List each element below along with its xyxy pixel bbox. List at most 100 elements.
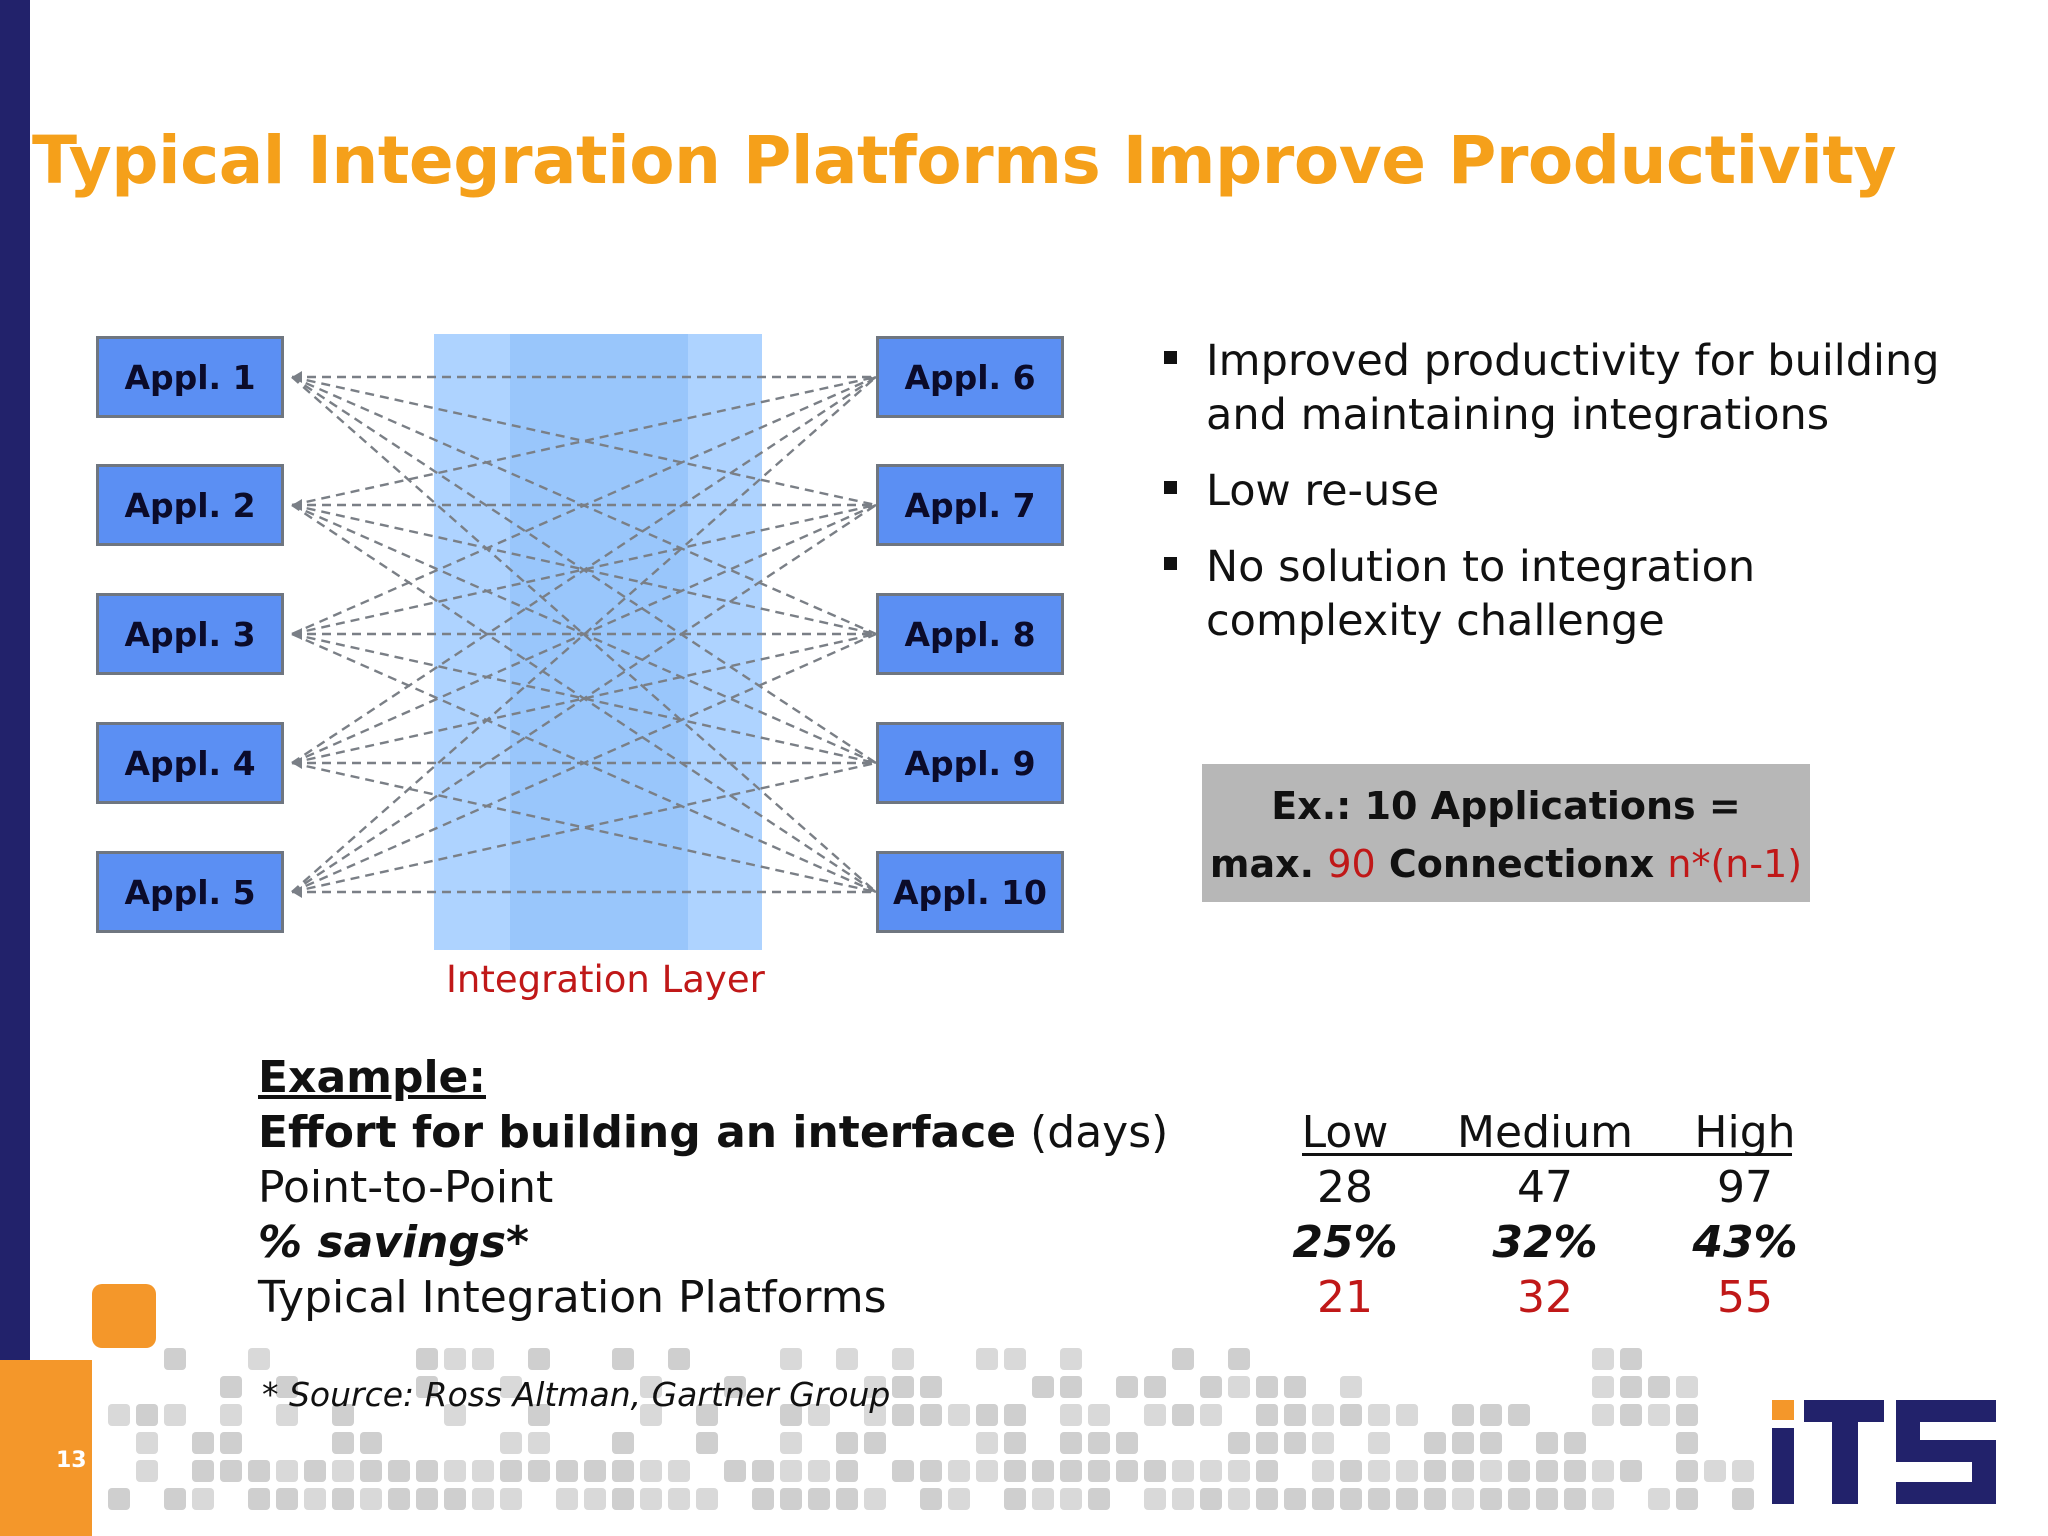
bullet-item: Low re-use [1160, 464, 2000, 518]
pixel-block [1200, 1404, 1222, 1426]
arrow-head [292, 628, 302, 640]
source-footnote: * Source: Ross Altman, Gartner Group [262, 1375, 891, 1414]
pixel-block [864, 1404, 886, 1426]
effort-table-labels: Example: Effort for building an interfac… [258, 1050, 1168, 1325]
point-to-point-value: 97 [1717, 1162, 1773, 1213]
pixel-block [276, 1376, 298, 1398]
table-column-medium: Medium 47 32% 32 [1445, 1105, 1645, 1325]
pixel-block [332, 1404, 354, 1426]
app-box-5: Appl. 5 [96, 851, 284, 933]
pixel-block [1648, 1488, 1670, 1510]
pixel-block [388, 1460, 410, 1482]
pixel-block [500, 1460, 522, 1482]
pixel-block [1536, 1432, 1558, 1454]
pixel-block [1676, 1488, 1698, 1510]
pixel-block [864, 1488, 886, 1510]
example-calculation-box: Ex.: 10 Applications = max. 90 Connectio… [1202, 764, 1810, 902]
row-label-savings: % savings* [258, 1217, 530, 1268]
pixel-block [1648, 1376, 1670, 1398]
pixel-block [1200, 1376, 1222, 1398]
pixel-block [808, 1404, 830, 1426]
pixel-block [892, 1348, 914, 1370]
example-line-1: Ex.: 10 Applications = [1271, 784, 1741, 828]
app-box-8: Appl. 8 [876, 593, 1064, 675]
pixel-block [1284, 1432, 1306, 1454]
pixel-block [276, 1488, 298, 1510]
pixel-block [976, 1404, 998, 1426]
pixel-block [1060, 1404, 1082, 1426]
pixel-block [416, 1460, 438, 1482]
pixel-block [1732, 1460, 1754, 1482]
pixel-block [1060, 1348, 1082, 1370]
app-box-6: Appl. 6 [876, 336, 1064, 418]
savings-value: 43% [1692, 1217, 1798, 1268]
pixel-block [556, 1460, 578, 1482]
pixel-block [948, 1488, 970, 1510]
pixel-block [920, 1460, 942, 1482]
pixel-block [304, 1460, 326, 1482]
pixel-block [752, 1488, 774, 1510]
its-logo [1772, 1400, 1996, 1504]
pixel-block [948, 1404, 970, 1426]
pixel-block [836, 1432, 858, 1454]
connection-line [291, 375, 877, 507]
pixel-block [276, 1404, 298, 1426]
pixel-block [864, 1432, 886, 1454]
pixel-block [976, 1432, 998, 1454]
pixel-block [472, 1460, 494, 1482]
pixel-block [164, 1488, 186, 1510]
pixel-block [668, 1460, 690, 1482]
connection-line [291, 375, 877, 765]
pixel-block [976, 1460, 998, 1482]
connection-line [291, 761, 877, 894]
pixel-block [1704, 1460, 1726, 1482]
pixel-block [808, 1460, 830, 1482]
pixel-block [1032, 1460, 1054, 1482]
pixel-block [584, 1460, 606, 1482]
app-box-7: Appl. 7 [876, 464, 1064, 546]
pixel-block [640, 1488, 662, 1510]
bullet-item: No solution to integration complexity ch… [1160, 540, 2000, 648]
pixel-block [1312, 1488, 1334, 1510]
pixel-block [612, 1460, 634, 1482]
example-prefix: max. [1209, 842, 1328, 886]
connection-line [291, 761, 877, 894]
pixel-block [444, 1348, 466, 1370]
bullet-list: Improved productivity for building and m… [1160, 334, 2000, 670]
pixel-block [1116, 1376, 1138, 1398]
pixel-block [108, 1488, 130, 1510]
pixel-block [276, 1460, 298, 1482]
pixel-block [360, 1432, 382, 1454]
pixel-block [192, 1432, 214, 1454]
savings-value: 25% [1292, 1217, 1398, 1268]
example-connection-count: 90 [1327, 842, 1376, 886]
pixel-block [1032, 1376, 1054, 1398]
pixel-block [136, 1404, 158, 1426]
pixel-block [1172, 1460, 1194, 1482]
pixel-block [892, 1460, 914, 1482]
pixel-block [472, 1348, 494, 1370]
corner-orange-block [0, 1360, 92, 1536]
pixel-block [1228, 1488, 1250, 1510]
point-to-point-value: 28 [1317, 1162, 1373, 1213]
pixel-block [1004, 1404, 1026, 1426]
pixel-block [1172, 1348, 1194, 1370]
pixel-block [528, 1348, 550, 1370]
pixel-block [640, 1404, 662, 1426]
pixel-block [836, 1460, 858, 1482]
connection-line [291, 375, 877, 636]
arrow-head [292, 499, 302, 511]
pixel-block [1088, 1404, 1110, 1426]
pixel-block [192, 1488, 214, 1510]
pixel-block [248, 1488, 270, 1510]
app-box-10: Appl. 10 [876, 851, 1064, 933]
connection-line [291, 503, 877, 765]
pixel-block [500, 1376, 522, 1398]
platforms-value: 32 [1517, 1272, 1573, 1323]
effort-subheading-bold: Effort for building an interface [258, 1107, 1017, 1158]
pixel-block [1228, 1348, 1250, 1370]
pixel-block [1144, 1404, 1166, 1426]
pixel-block [920, 1404, 942, 1426]
integration-layer-band-inner [510, 334, 688, 950]
slide-title: Typical Integration Platforms Improve Pr… [32, 122, 1896, 199]
